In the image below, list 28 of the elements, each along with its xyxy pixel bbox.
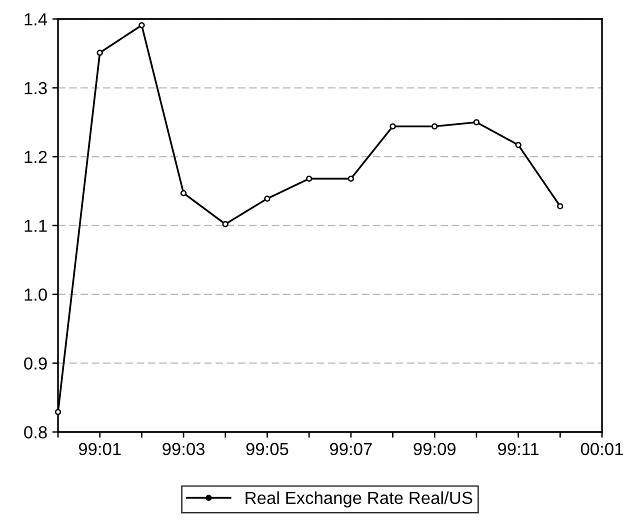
x-tick-label: 99:09 (414, 442, 456, 456)
y-tick-label: 0.8 (24, 426, 47, 438)
y-tick-label: 1.1 (24, 220, 47, 232)
point (348, 176, 354, 182)
point (54, 408, 62, 416)
x-tick-label: 99:05 (246, 442, 288, 456)
legend-label: Real Exchange Rate Real/US (246, 491, 472, 508)
x-tick-label: 99:03 (162, 442, 204, 456)
point (96, 50, 103, 56)
x-tick-label: 00:01 (580, 442, 623, 456)
y-tick-label: 1.2 (24, 150, 47, 163)
y-tick-label: 0.9 (24, 357, 47, 370)
x-tick-label: 99:07 (330, 442, 372, 456)
x-tick-label: 99:11 (498, 442, 539, 456)
point (222, 221, 229, 228)
x-tick-label: 99:01 (78, 442, 121, 456)
point (264, 196, 270, 202)
y-tick-label: 1.4 (24, 13, 48, 26)
point (180, 190, 187, 196)
point (306, 176, 312, 182)
point (557, 203, 564, 210)
point (431, 123, 438, 130)
point (138, 22, 145, 28)
point (390, 123, 396, 130)
point (515, 142, 522, 148)
point (473, 119, 480, 126)
y-tick-label: 1.0 (24, 288, 47, 301)
y-tick-label: 1.3 (24, 82, 47, 94)
